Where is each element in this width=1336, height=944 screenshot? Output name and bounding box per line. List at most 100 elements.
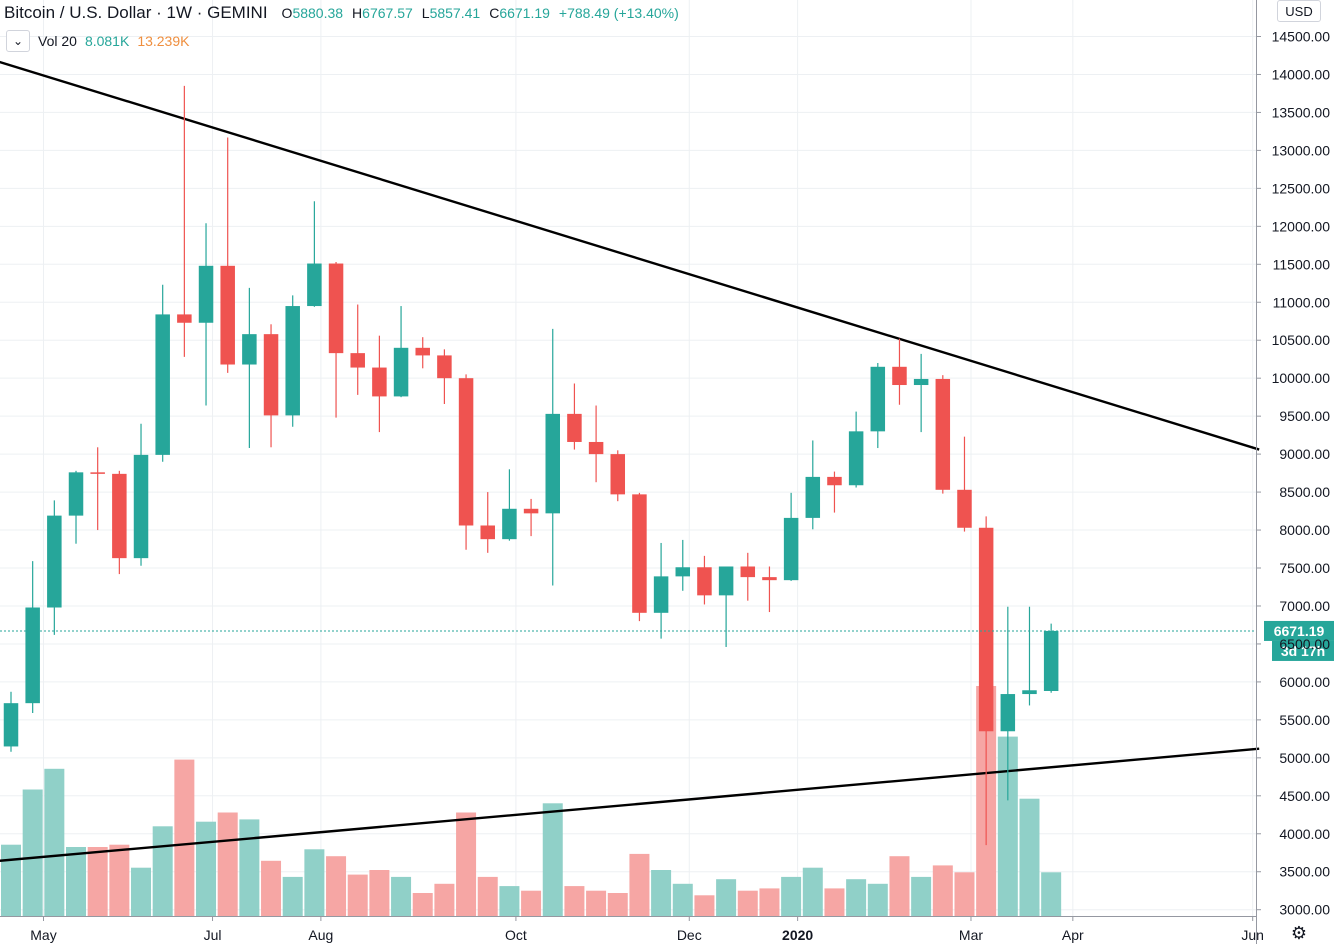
candle-body: [133, 454, 149, 559]
volume-bar: [1019, 798, 1040, 916]
y-tick-label: 12500.00: [1272, 180, 1331, 196]
volume-bar: [521, 890, 542, 916]
gear-icon[interactable]: ⚙: [1290, 923, 1308, 943]
volume-bar: [954, 872, 975, 916]
volume-bar: [131, 867, 152, 916]
ohlc-change-value: +788.49 (+13.40%): [558, 5, 679, 21]
y-tick-label: 5000.00: [1279, 750, 1330, 766]
volume-label: Vol 20: [38, 33, 77, 49]
y-tick-label: 11500.00: [1273, 256, 1331, 272]
volume-bar: [196, 821, 217, 916]
candle-body: [870, 366, 886, 432]
candle-body: [112, 473, 127, 559]
volume-bar: [109, 844, 130, 916]
candlesticks: [3, 85, 1059, 846]
volume-bar: [1, 844, 21, 916]
volume-bar: [1041, 872, 1062, 916]
candle-body: [913, 378, 929, 386]
candle-body: [675, 567, 691, 577]
candle-body: [177, 314, 192, 323]
candle-body: [480, 525, 495, 540]
candle-body: [935, 378, 951, 490]
volume-bar: [282, 876, 303, 916]
candle-body: [978, 527, 994, 732]
volume-bar: [174, 759, 195, 916]
candle-body: [610, 454, 626, 495]
last-price-tag: [1264, 620, 1334, 641]
candle-body: [307, 263, 322, 307]
volume-bar: [997, 736, 1018, 916]
candle-body: [328, 263, 344, 354]
candle-body: [3, 703, 19, 747]
volume-bar: [391, 876, 412, 916]
candle-body: [588, 441, 604, 455]
ohlc-change: +788.49 (+13.40%): [559, 5, 679, 21]
volume-bar: [889, 856, 910, 916]
y-tick-label: 14500.00: [1272, 29, 1331, 45]
candle-body: [762, 577, 777, 581]
volume-bar: [87, 847, 108, 916]
x-tick-label: 2020: [782, 927, 813, 943]
price-axis: 3000.00 3500.00 4000.00 4500.00 5000.00 5500.…: [1256, 0, 1330, 944]
x-tick-label: May: [30, 927, 56, 943]
volume-bars: [1, 686, 1062, 916]
ohlc-close-value: 6671.19: [499, 5, 550, 21]
trendlines: [0, 60, 1260, 862]
candle-body: [437, 355, 452, 379]
y-tick-label: 9000.00: [1279, 446, 1330, 462]
volume-bar: [152, 826, 173, 916]
volume-bar: [716, 879, 737, 916]
y-tick-label: 13000.00: [1272, 142, 1331, 158]
volume-bar: [477, 876, 498, 916]
y-tick-label: 10500.00: [1272, 332, 1331, 348]
candle-body: [827, 476, 842, 486]
candle-body: [90, 472, 105, 474]
candle-body: [567, 413, 582, 442]
chevron-down-icon[interactable]: ⌄: [6, 30, 30, 52]
candle-body: [653, 576, 669, 613]
x-tick-label: Dec: [677, 927, 702, 943]
candle-body: [68, 472, 84, 516]
candle-body: [47, 515, 62, 608]
volume-bar: [499, 886, 520, 916]
volume-bar: [564, 886, 585, 916]
candle-body: [350, 353, 365, 368]
x-tick-label: Jun: [1241, 927, 1264, 943]
countdown-label: 3d 17h: [1281, 643, 1325, 659]
volume-bar: [304, 849, 325, 916]
y-tick-label: 5500.00: [1279, 712, 1330, 728]
volume-bar: [759, 888, 780, 916]
candle-body: [1000, 694, 1016, 732]
candle-body: [393, 347, 409, 397]
y-tick-label: 4500.00: [1279, 788, 1330, 804]
ohlc-low-key: L: [421, 5, 430, 21]
volume-bar: [347, 874, 368, 916]
y-tick-label: 8500.00: [1279, 484, 1330, 500]
last-price-label: 6671.19: [1274, 623, 1325, 639]
volume-bar: [824, 888, 845, 916]
candle-body: [263, 334, 279, 416]
y-tick-label: 12000.00: [1272, 218, 1331, 234]
volume-bar: [22, 789, 43, 916]
volume-ma-value: 13.239K: [137, 33, 190, 49]
symbol-title: Bitcoin / U.S. Dollar · 1W · GEMINI: [4, 3, 268, 22]
volume-bar: [239, 819, 260, 916]
currency-button[interactable]: USD: [1277, 0, 1321, 22]
candle-body: [502, 508, 517, 540]
candle-body: [25, 607, 40, 704]
chart-grid: [0, 0, 1256, 916]
volume-bar: [802, 867, 823, 916]
ohlc-close-key: C: [489, 5, 500, 21]
y-tick-label: 13500.00: [1272, 104, 1331, 120]
candle-body: [242, 334, 257, 365]
volume-bar: [867, 883, 888, 916]
y-tick-label: 8000.00: [1279, 522, 1330, 538]
candle-body: [805, 476, 821, 518]
ohlc-low: L5857.41: [422, 5, 480, 21]
candle-body: [220, 265, 235, 365]
x-tick-label: Apr: [1062, 927, 1084, 943]
x-tick-label: Aug: [308, 927, 333, 943]
volume-bar: [326, 856, 347, 916]
candle-body: [1022, 690, 1037, 695]
